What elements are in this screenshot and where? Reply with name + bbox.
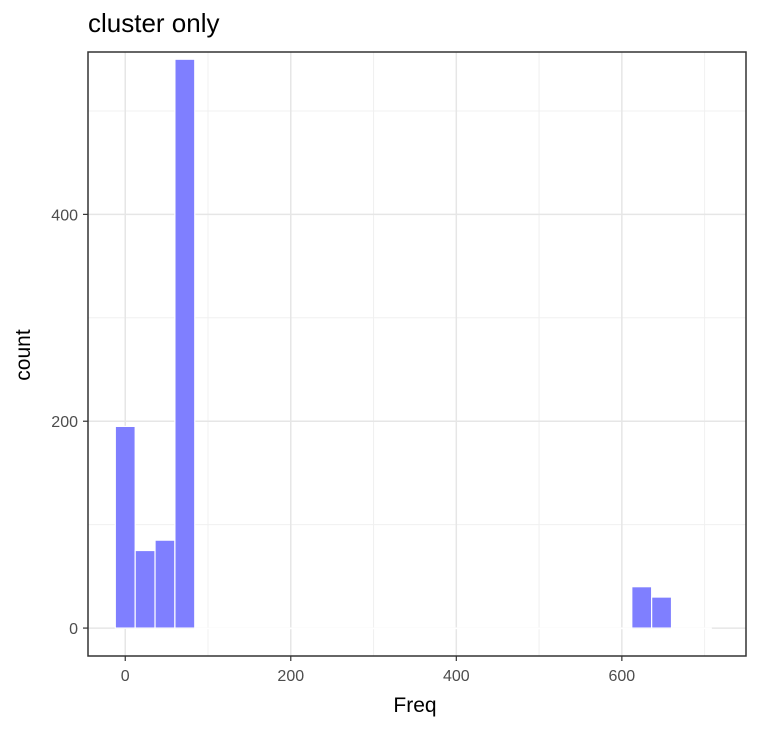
x-tick-label: 600 — [608, 668, 635, 685]
histogram-bar — [611, 627, 633, 630]
histogram-bar — [174, 58, 196, 629]
histogram-bar — [492, 627, 514, 630]
histogram-bar — [114, 425, 136, 629]
y-tick-label: 400 — [51, 207, 78, 224]
histogram-bar — [551, 627, 573, 630]
histogram-bar — [412, 627, 434, 630]
panel-border — [87, 51, 747, 657]
histogram-bar — [194, 627, 216, 630]
x-tick-label: 0 — [121, 668, 130, 685]
x-axis-ticks: 0 200 400 600 — [121, 656, 635, 685]
histogram-bar — [333, 627, 355, 630]
y-tick-label: 0 — [69, 621, 78, 638]
histogram-bar — [432, 627, 454, 630]
histogram-bar — [214, 627, 236, 630]
minor-gridlines — [88, 52, 746, 656]
y-tick-label: 200 — [51, 414, 78, 431]
histogram-bar — [313, 627, 335, 630]
histogram-bar — [531, 627, 553, 630]
histogram-bar — [571, 627, 593, 630]
histogram-bar — [353, 627, 375, 630]
histogram-bar — [472, 627, 494, 630]
histogram-bar — [690, 627, 712, 630]
histogram-bar — [134, 549, 156, 629]
histogram-bar — [253, 627, 275, 630]
x-tick-label: 200 — [277, 668, 304, 685]
y-axis-ticks: 0 200 400 — [51, 207, 88, 638]
histogram-bar — [670, 627, 692, 630]
histogram-bar — [273, 627, 295, 630]
histogram-bar — [233, 627, 255, 630]
histogram-bar — [293, 627, 315, 630]
histogram-bar — [372, 627, 395, 630]
x-tick-label: 400 — [443, 668, 470, 685]
histogram-bar — [651, 596, 673, 629]
histogram-bar — [591, 627, 613, 630]
chart-title: cluster only — [88, 8, 220, 38]
histogram-bar — [511, 627, 534, 630]
histogram-bar — [631, 586, 653, 629]
histogram-bars — [114, 58, 712, 630]
x-axis-label: Freq — [393, 694, 437, 717]
histogram-bar — [154, 539, 176, 629]
histogram-bar — [392, 627, 414, 630]
histogram-bar — [452, 627, 474, 630]
